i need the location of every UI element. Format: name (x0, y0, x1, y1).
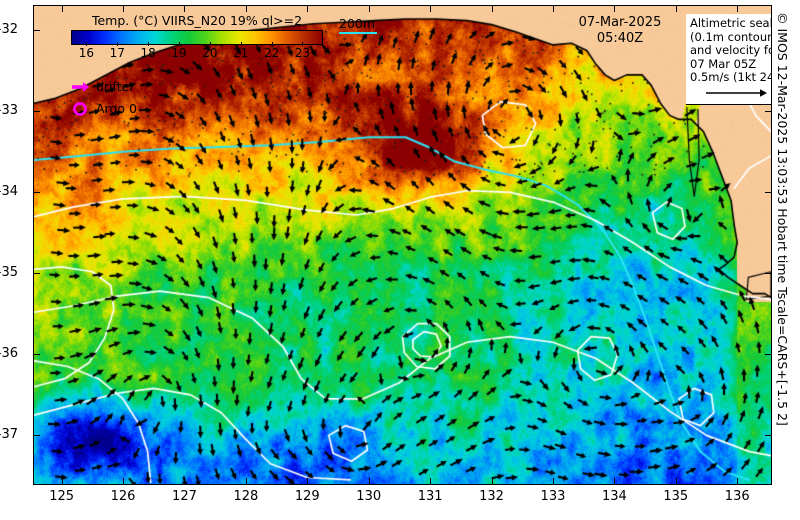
x-tick-128: 128 (233, 489, 259, 504)
x-tick-130: 130 (356, 489, 382, 504)
observation-date: 07-Mar-2025 (578, 15, 662, 30)
x-tick-126: 126 (110, 489, 136, 504)
x-tickmark-top (184, 6, 186, 12)
x-tick-129: 129 (294, 489, 320, 504)
y-tickmark (34, 273, 40, 275)
x-tickmark (123, 478, 125, 484)
colorbar-tickmark-21 (240, 42, 242, 46)
altimetry-annotation-box: Altimetric sealevel (0.1m contours) and … (686, 14, 772, 105)
y-tickmark-right (765, 111, 771, 113)
x-tick-135: 135 (663, 489, 689, 504)
colorbar-tick-22: 22 (263, 46, 280, 60)
y-tickmark-right (765, 192, 771, 194)
y-tickmark-right (765, 273, 771, 275)
colorbar-tickmark-17 (117, 42, 119, 46)
y-tick-neg36: -36 (0, 346, 18, 362)
colorbar-tick-23: 23 (294, 46, 311, 60)
x-tickmark (491, 478, 493, 484)
y-tickmark (34, 30, 40, 32)
y-tick-neg35: -35 (0, 265, 18, 281)
x-tickmark (307, 478, 309, 484)
x-tickmark-top (245, 6, 247, 12)
x-tick-136: 136 (724, 489, 750, 504)
bathymetry-label: 200m (339, 16, 376, 31)
y-tickmark (34, 111, 40, 113)
colorbar-tick-21: 21 (233, 46, 249, 60)
colorbar-tickmark-23 (302, 42, 304, 46)
x-tickmark (245, 478, 247, 484)
annotation-line-5: 0.5m/s (1kt 24h) (690, 70, 771, 84)
colorbar: Temp. (°C) VIIRS_N20 19% ql>=2 16 17 18 19 2… (71, 14, 323, 61)
imos-credit-text: © IMOS 12-Mar-2025 13:03:53 Hobart time … (775, 12, 790, 426)
x-tickmark (184, 478, 186, 484)
x-tickmark (675, 478, 677, 484)
colorbar-tickmark-22 (271, 42, 273, 46)
colorbar-tickmark-18 (148, 42, 150, 46)
y-tickmark-right (765, 435, 771, 437)
colorbar-tick-20: 20 (202, 46, 218, 60)
x-tickmark-top (430, 6, 432, 12)
x-tickmark (552, 478, 554, 484)
x-tick-134: 134 (601, 489, 627, 504)
x-tick-127: 127 (172, 489, 197, 504)
annotation-line-2: (0.1m contours) (690, 29, 772, 44)
x-tick-132: 132 (479, 489, 504, 504)
x-tickmark-top (552, 6, 554, 12)
x-tickmark-top (368, 6, 370, 12)
colorbar-tick-19: 19 (171, 46, 187, 60)
colorbar-gradient (71, 30, 323, 45)
y-tickmark (34, 354, 40, 356)
x-tickmark-top (737, 6, 739, 12)
x-tickmark-top (123, 6, 125, 12)
argo-circle-icon (73, 102, 87, 116)
x-tick-125: 125 (49, 489, 75, 504)
colorbar-tickmark-20 (209, 42, 211, 46)
legend-row-argo: Argo 0 (72, 98, 137, 120)
x-tickmark (368, 478, 370, 484)
x-tick-133: 133 (540, 489, 566, 504)
observation-time: 05:40Z (596, 31, 644, 46)
marker-legend: drifter Argo 0 (72, 76, 137, 120)
map-plot-area[interactable]: Temp. (°C) VIIRS_N20 19% ql>=2 16 17 18 19 2… (33, 5, 772, 485)
y-tick-neg34: -34 (0, 184, 18, 200)
x-tickmark (737, 478, 739, 484)
y-tick-neg37: -37 (0, 427, 18, 443)
colorbar-tick-16: 16 (78, 46, 95, 60)
colorbar-tick-labels: 16 17 18 19 20 21 22 23 (71, 42, 323, 61)
drifter-arrow-icon (72, 82, 89, 92)
x-tickmark (61, 478, 63, 484)
x-tick-131: 131 (417, 489, 443, 504)
colorbar-tickmark-16 (86, 42, 88, 46)
x-tickmark (614, 478, 616, 484)
bathymetry-line-sample (339, 32, 377, 34)
y-tickmark (34, 192, 40, 194)
colorbar-tick-17: 17 (109, 46, 125, 60)
velocity-scale-arrow-icon (690, 87, 771, 103)
observation-timestamp: 07-Mar-2025 05:40Z (561, 15, 679, 47)
bathymetry-legend: 200m (339, 16, 377, 34)
legend-row-drifter: drifter (72, 76, 137, 98)
x-tickmark-top (675, 6, 677, 12)
x-tickmark-top (61, 6, 63, 12)
y-tick-neg33: -33 (0, 103, 18, 119)
x-tickmark-top (307, 6, 309, 12)
sst-raster-layer (34, 6, 771, 484)
x-tickmark (430, 478, 432, 484)
legend-label-argo: Argo 0 (96, 101, 137, 116)
annotation-line-1: Altimetric sealevel (690, 16, 772, 30)
y-tickmark (34, 435, 40, 437)
y-tickmark-right (765, 354, 771, 356)
legend-label-drifter: drifter (96, 79, 135, 94)
x-tickmark-top (491, 6, 493, 12)
y-tick-neg32: -32 (0, 22, 18, 38)
x-tickmark-top (614, 6, 616, 12)
colorbar-tickmark-19 (179, 42, 181, 46)
colorbar-tick-18: 18 (140, 46, 156, 60)
annotation-line-4: 07 Mar 05Z (690, 56, 757, 71)
colorbar-title: Temp. (°C) VIIRS_N20 19% ql>=2 (91, 13, 303, 28)
annotation-line-3: and velocity for (690, 43, 772, 57)
